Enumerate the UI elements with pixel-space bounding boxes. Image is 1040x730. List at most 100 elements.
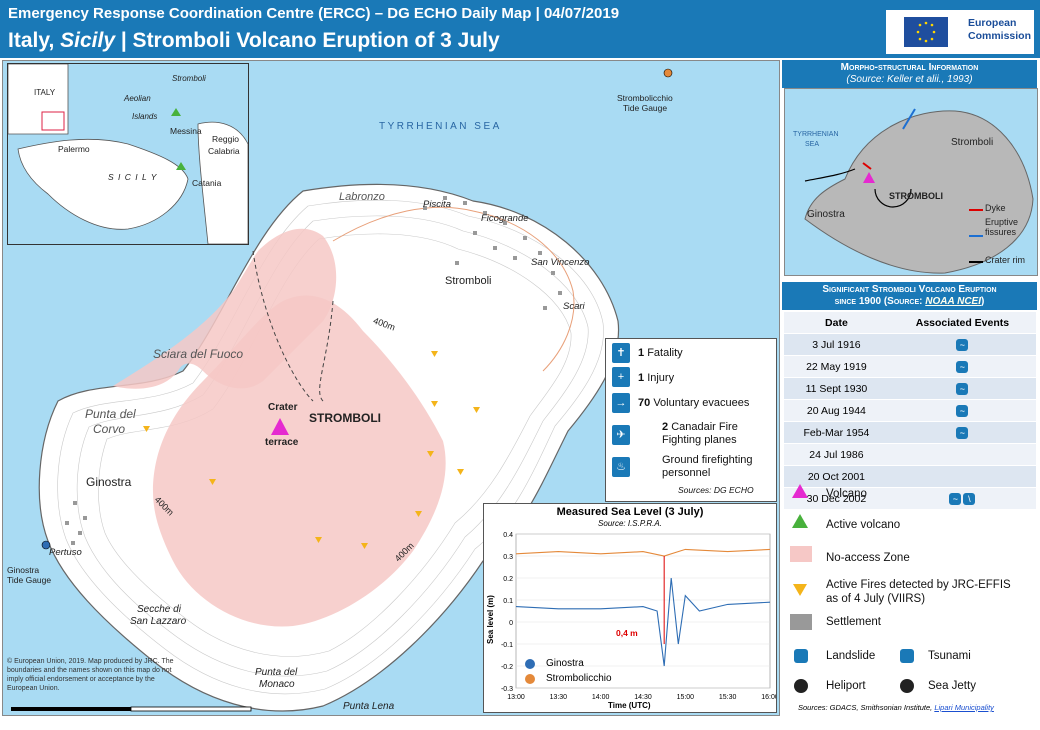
chart-y-tick: 0.1 xyxy=(503,598,513,605)
row-date: 3 Jul 1916 xyxy=(784,333,889,356)
legend-settlement-label: Settlement xyxy=(826,616,881,628)
table-row: 24 Jul 1986 xyxy=(784,443,1036,466)
map-disclaimer: © European Union, 2019. Map produced by … xyxy=(7,658,174,692)
tsunami-icon: ~ xyxy=(956,426,969,439)
place-sciara: Sciara del Fuoco xyxy=(153,347,244,361)
strombolicchio-gauge-dot xyxy=(663,68,673,78)
row-date: 30 Dec 2002 xyxy=(784,487,889,510)
legend-icons xyxy=(790,484,914,693)
chart-title: Measured Sea Level (3 July) xyxy=(556,506,704,518)
map-header: Emergency Response Coordination Centre (… xyxy=(0,0,1040,58)
place-punta-monaco-1: Punta del xyxy=(255,667,298,678)
locator-inset: ITALY Stromboli Aeolian Islands Messina … xyxy=(7,63,249,245)
canadair-count: 2 xyxy=(662,421,669,433)
sea-level-chart: Measured Sea Level (3 July) Source: I.S.… xyxy=(483,503,777,713)
fatality-text: Fatality xyxy=(647,347,683,359)
chart-legend-markers xyxy=(525,659,535,684)
chart-ylabel: Sea level (m) xyxy=(486,595,495,644)
inset-sicily-label: S I C I L Y xyxy=(108,172,158,182)
header-title: Italy, Sicily | Stromboli Volcano Erupti… xyxy=(8,29,500,53)
impact-injury: 1 Injury xyxy=(638,372,674,384)
morpho-island xyxy=(804,110,1034,274)
legend-landslide-label: Landslide xyxy=(826,650,876,662)
tsunami-icon: ~ xyxy=(956,338,969,351)
strombolicchio-label-1: Strombolicchio xyxy=(617,93,673,103)
strombolicchio-label-2: Tide Gauge xyxy=(623,103,668,113)
evacuee-icon: → xyxy=(612,393,630,413)
sicily-shape xyxy=(17,138,189,230)
title-part-a: Italy, xyxy=(8,29,61,52)
morpho-legend-fissures: Eruptive fissures xyxy=(985,217,1019,237)
morpho-ginostra-label: Ginostra xyxy=(807,209,845,220)
col-events: Associated Events xyxy=(888,312,1036,334)
chart-y-tick: 0 xyxy=(509,620,513,627)
ginostra-gauge-label-1: Ginostra xyxy=(7,565,40,575)
table-row: 11 Sept 1930 ~ xyxy=(784,377,1036,400)
tsunami-icon: ~ xyxy=(956,382,969,395)
legend-active-volcano-icon xyxy=(792,514,808,528)
morpho-map: TYRRHENIAN SEA Stromboli Ginostra STROMB… xyxy=(784,88,1038,276)
legend-ginostra: Ginostra xyxy=(546,658,584,669)
impact-canadair: 2 Canadair Fire xyxy=(662,421,738,433)
inset-palermo-label: Palermo xyxy=(58,144,90,154)
place-secche-1: Secche di xyxy=(137,604,181,615)
legend-tsunami-label: Tsunami xyxy=(928,650,971,662)
legend-strombolicchio: Strombolicchio xyxy=(546,673,612,684)
scale-zero: 0 xyxy=(7,715,11,716)
chart-y-tick: -0.2 xyxy=(501,664,513,671)
aeolian-volcano-icon xyxy=(171,108,181,116)
morpho-island-label: STROMBOLI xyxy=(889,191,943,201)
chart-x-tick: 15:00 xyxy=(677,694,695,701)
place-labronzo: Labronzo xyxy=(339,191,385,203)
place-stromboli-town: Stromboli xyxy=(445,275,492,287)
eu-flag-icon xyxy=(904,17,948,47)
legend-noaccess-swatch xyxy=(790,546,812,562)
crater-label: Crater xyxy=(268,402,298,413)
fatality-icon: ✝ xyxy=(612,343,630,363)
inset-frame xyxy=(41,111,65,131)
legend-settlement-swatch xyxy=(790,614,812,630)
place-punta-corvo-2: Corvo xyxy=(93,422,126,436)
inset-messina-label: Messina xyxy=(170,126,202,136)
inset-italy-label: ITALY xyxy=(34,88,56,97)
place-piscita: Piscita xyxy=(423,199,451,210)
table-row: 20 Aug 1944 ~ xyxy=(784,399,1036,422)
place-punta-monaco-2: Monaco xyxy=(259,679,295,690)
tsunami-icon: ~ xyxy=(949,492,962,505)
inset-aeolian-label-2: Islands xyxy=(132,112,158,121)
impact-source: Sources: DG ECHO xyxy=(678,485,754,495)
chart-annotation: 0,4 m xyxy=(616,628,638,638)
lipari-link[interactable]: Lipari Municipality xyxy=(934,703,994,712)
map-svg xyxy=(11,68,673,712)
legend-tsunami-icon xyxy=(900,649,914,663)
legend-jetty-icon xyxy=(900,679,914,693)
place-scari: Scari xyxy=(563,301,585,312)
scale-bar xyxy=(11,706,252,712)
noaa-link[interactable]: NOAA NCEI xyxy=(925,296,981,307)
crater-rim-line xyxy=(804,168,856,182)
morpho-sea-label-2: SEA xyxy=(805,141,820,148)
tsunami-icon: ~ xyxy=(956,360,969,373)
inset-reggio-label-1: Reggio xyxy=(212,134,239,144)
injury-icon: + xyxy=(612,367,630,387)
chart-y-tick: 0.3 xyxy=(503,554,513,561)
legend-fires-label-2: as of 4 July (VIIRS) xyxy=(826,593,926,605)
injury-count: 1 xyxy=(638,372,645,384)
place-san-vincenzo: San Vincenzo xyxy=(531,257,590,268)
inset-stromboli-label: Stromboli xyxy=(172,74,206,83)
legend-heliport-label: Heliport xyxy=(826,680,866,692)
place-ginostra: Ginostra xyxy=(86,475,132,489)
inset-reggio-label-2: Calabria xyxy=(208,146,240,156)
events-title-2c: ) xyxy=(981,296,985,307)
table-row: 20 Oct 2001 xyxy=(784,465,1036,488)
ground-text-1: Ground firefighting xyxy=(662,454,753,466)
ec-logo: European Commission xyxy=(886,10,1034,54)
main-map[interactable]: ITALY Stromboli Aeolian Islands Messina … xyxy=(2,60,780,716)
road-lines xyxy=(332,206,575,372)
row-date: 20 Aug 1944 xyxy=(784,399,889,422)
col-date: Date xyxy=(784,312,889,334)
inset-svg xyxy=(8,64,248,244)
logo-line2: Commission xyxy=(968,30,1032,42)
no-access-zone-north xyxy=(113,228,337,389)
legend-active-volcano-label: Active volcano xyxy=(826,519,901,531)
